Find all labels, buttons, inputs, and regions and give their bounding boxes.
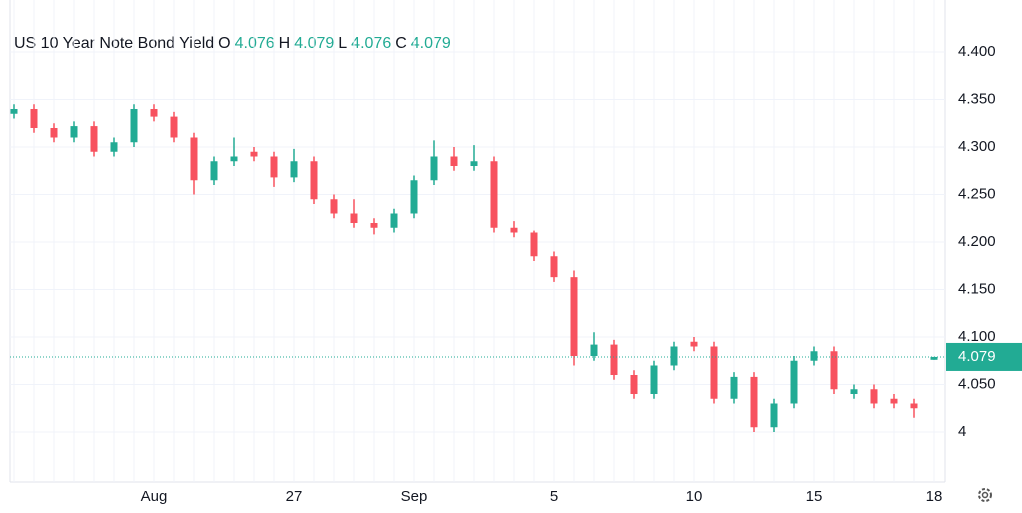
ohlc-value: 4.076	[235, 35, 275, 52]
candle-body	[250, 151, 258, 157]
x-tick-label: 5	[550, 488, 558, 505]
x-tick-label: Aug	[141, 488, 168, 505]
candle-body	[390, 213, 398, 228]
candle-body	[450, 156, 458, 166]
ohlc-key: O	[218, 35, 230, 52]
y-tick-label: 4	[958, 423, 966, 440]
y-tick-label: 4.200	[958, 233, 996, 250]
candle-body	[270, 156, 278, 178]
candle-body	[770, 403, 778, 428]
ohlc-key: C	[395, 35, 407, 52]
candle-body	[430, 156, 438, 181]
candle-body	[130, 109, 138, 143]
candle-body	[290, 161, 298, 178]
candle-body	[550, 256, 558, 278]
candle-body	[190, 137, 198, 181]
candle-body	[410, 180, 418, 214]
y-tick-label: 4.400	[958, 43, 996, 60]
candle-body	[110, 142, 118, 152]
candle-body	[650, 365, 658, 394]
x-tick-label: 10	[686, 488, 703, 505]
candle-body	[370, 223, 378, 228]
candle-body	[570, 277, 578, 356]
candle-body	[610, 344, 618, 375]
candle-body	[670, 346, 678, 366]
candle-body	[310, 161, 318, 200]
candle-body	[90, 126, 98, 152]
candle-body	[350, 213, 358, 223]
y-tick-label: 4.250	[958, 185, 996, 202]
ohlc-key: H	[279, 35, 291, 52]
settings-icon[interactable]	[978, 488, 992, 502]
candle-body	[790, 360, 798, 404]
candle-body	[830, 351, 838, 390]
y-tick-label: 4.350	[958, 90, 996, 107]
candle-body	[70, 126, 78, 138]
candle-body	[50, 128, 58, 138]
candle-body	[910, 403, 918, 409]
last-price-box	[946, 342, 1022, 371]
y-tick-label: 4.300	[958, 138, 996, 155]
candle-body	[590, 344, 598, 356]
candle-body	[530, 232, 538, 257]
y-tick-label: 4.150	[958, 280, 996, 297]
candle-body	[730, 376, 738, 399]
candle-body	[630, 375, 638, 394]
candle-body	[10, 109, 18, 114]
candle-body	[750, 376, 758, 428]
candle-body	[890, 398, 898, 404]
candle-body	[210, 161, 218, 181]
candle-body	[30, 109, 38, 128]
candle-body	[690, 341, 698, 347]
y-tick-label: 4.050	[958, 375, 996, 392]
candle-body	[150, 109, 158, 117]
last-price-label: 4.079	[958, 348, 996, 365]
candle-body	[810, 351, 818, 361]
candle-body	[230, 156, 238, 162]
ohlc-value: 4.076	[351, 35, 391, 52]
candle-body	[490, 161, 498, 228]
x-tick-label: 18	[926, 488, 943, 505]
candle-body	[170, 116, 178, 138]
candle-body	[710, 346, 718, 399]
candle-body	[930, 356, 938, 360]
ohlc-key: L	[338, 35, 347, 52]
candle-body	[330, 199, 338, 214]
x-tick-label: 15	[806, 488, 823, 505]
candle-body	[510, 227, 518, 233]
x-tick-label: 27	[286, 488, 303, 505]
candle-body	[470, 161, 478, 166]
candle-body	[870, 389, 878, 404]
y-tick-label: 4.100	[958, 328, 996, 345]
ohlc-value: 4.079	[411, 35, 451, 52]
x-tick-label: Sep	[401, 488, 428, 505]
candle-body	[850, 389, 858, 394]
